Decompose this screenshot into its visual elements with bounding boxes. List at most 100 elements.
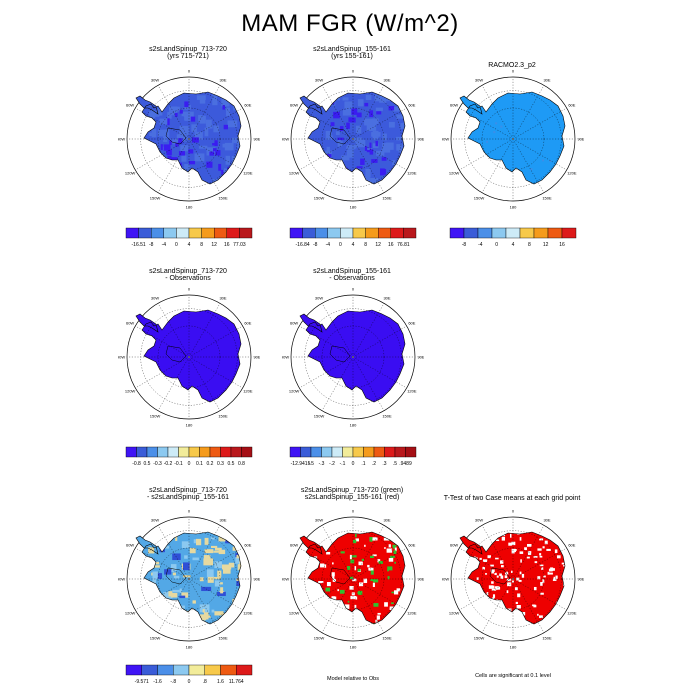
field-patch	[178, 138, 183, 144]
longitude-label: 30W	[151, 78, 159, 83]
field-patch	[540, 592, 544, 595]
field-patch	[334, 596, 337, 600]
field-patch	[365, 95, 372, 101]
field-patch	[386, 548, 393, 553]
panel-title-p9: T-Test of two Case means at each grid po…	[443, 495, 581, 502]
field-patch	[553, 576, 556, 581]
longitude-label: 120E	[243, 389, 253, 394]
colorbar-tick-label: 77.03	[233, 242, 246, 248]
field-patch	[199, 604, 210, 613]
field-patch	[511, 541, 516, 546]
field-patch	[500, 575, 504, 579]
colorbar-tick-label: 0	[495, 242, 498, 248]
field-patch	[539, 615, 543, 618]
field-patch	[152, 579, 157, 585]
longitude-label: 120E	[567, 611, 577, 616]
field-patch	[168, 106, 178, 116]
field-patch	[350, 559, 355, 564]
field-patch	[223, 566, 231, 574]
field-patch	[374, 94, 382, 102]
longitude-label: 120W	[289, 171, 300, 176]
field-patch	[488, 585, 494, 589]
field-patch	[181, 592, 189, 598]
longitude-label: 120W	[125, 611, 136, 616]
colorbar-tick-label: .1	[361, 461, 365, 467]
field-patch	[370, 177, 379, 184]
meridian-line	[352, 325, 407, 358]
field-patch	[369, 142, 372, 149]
field-patch	[370, 579, 374, 582]
field-patch	[387, 569, 389, 572]
colorbar-tick-label: -8	[313, 242, 318, 248]
field-patch	[511, 551, 515, 554]
meridian-line	[512, 138, 567, 171]
colorbar-tick-label: 0.5	[228, 461, 235, 467]
field-patch	[375, 107, 383, 112]
field-patch	[163, 134, 168, 142]
colorbar-tick-label: -1.6	[153, 679, 162, 685]
field-patch	[482, 559, 488, 562]
longitude-label: 180	[510, 645, 517, 650]
longitude-label: 30W	[151, 296, 159, 301]
field-patch	[547, 571, 550, 575]
colorbar-tick-label: 8	[528, 242, 531, 248]
field-patch	[169, 139, 175, 144]
field-patch	[491, 588, 497, 591]
longitude-label: 60W	[126, 321, 134, 326]
meridian-line	[352, 138, 385, 193]
meridian-line	[512, 85, 545, 140]
field-patch	[181, 111, 191, 117]
longitude-label: 60W	[290, 543, 298, 548]
field-patch	[337, 139, 341, 147]
field-patch	[340, 551, 345, 554]
colorbar-tick-label: 0.3	[217, 461, 224, 467]
field-patch	[152, 571, 158, 579]
meridian-line	[188, 578, 243, 611]
field-patch	[185, 126, 190, 135]
significance-note: Cells are significant at 0.1 level	[475, 673, 551, 679]
field-patch	[331, 596, 336, 601]
field-patch	[325, 587, 331, 592]
field-patch	[179, 125, 189, 135]
south-pole-marker	[188, 138, 190, 140]
field-patch	[389, 608, 394, 611]
colorbar-p4: -0.8 0.5 -0.3 -0.2 -0.1 0 0.1 0.2 0.3 0.5 0.8	[125, 446, 253, 467]
field-patch	[394, 561, 396, 564]
field-patch	[349, 576, 354, 580]
field-patch	[224, 142, 234, 151]
meridian-line	[299, 547, 354, 580]
colorbar-p7: -9.571 -1.6 -.8 0 .8 1.6 11.764	[125, 664, 253, 685]
longitude-label: 90E	[417, 577, 424, 582]
colorbar-swatch	[125, 227, 139, 239]
field-patch	[393, 590, 399, 595]
colorbar-swatch	[125, 664, 142, 676]
field-patch	[220, 587, 224, 594]
colorbar-tick-label: -16.84	[296, 242, 310, 248]
meridian-line	[512, 578, 567, 611]
colorbar-swatch	[340, 227, 354, 239]
field-patch	[495, 586, 499, 590]
field-patch	[354, 566, 357, 571]
colorbar-tick-label: -8	[462, 242, 467, 248]
longitude-label: 0	[188, 509, 191, 514]
field-patch	[204, 537, 209, 545]
field-patch	[179, 605, 185, 609]
colorbar-tick-label: -4	[326, 242, 331, 248]
field-patch	[490, 564, 494, 567]
field-patch	[398, 180, 405, 184]
longitude-label: 90W	[282, 137, 289, 142]
field-patch	[500, 565, 504, 568]
meridian-line	[188, 107, 243, 140]
longitude-label: 150W	[150, 413, 161, 418]
field-patch	[527, 543, 532, 547]
field-patch	[380, 168, 385, 176]
field-patch	[222, 105, 226, 110]
longitude-label: 0	[512, 509, 515, 514]
colorbar-swatch	[363, 446, 375, 458]
field-patch	[205, 119, 212, 127]
field-patch	[548, 572, 553, 575]
field-patch	[172, 572, 176, 576]
coastline	[299, 91, 406, 185]
field-patch	[396, 114, 405, 119]
longitude-label: 150W	[474, 635, 485, 640]
